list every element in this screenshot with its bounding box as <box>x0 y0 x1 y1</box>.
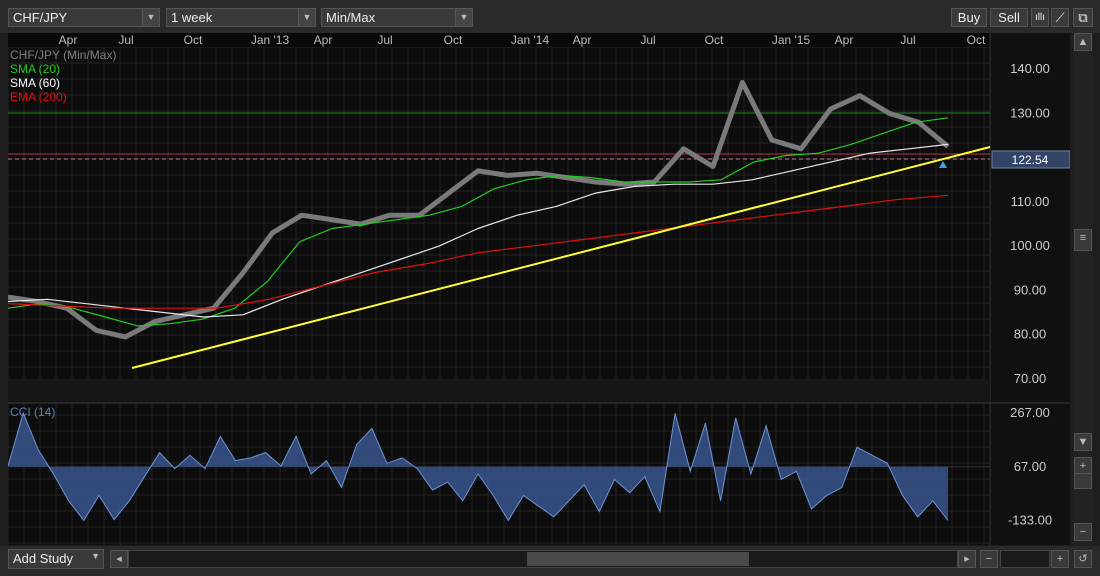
bars-icon: ıllı <box>1035 12 1045 23</box>
chevron-down-icon: ▼ <box>455 9 472 26</box>
time-tick-label: Apr <box>314 33 333 47</box>
time-tick-label: Oct <box>184 33 203 47</box>
draw-line-button[interactable]: ⟋ <box>1051 8 1069 27</box>
grip-icon: ≡ <box>1079 232 1087 244</box>
time-tick-label: Jul <box>377 33 392 47</box>
cci-tick-label: 67.00 <box>1014 459 1047 474</box>
cci-pane <box>7 411 990 522</box>
up-arrow-icon <box>939 161 947 168</box>
time-tick-label: Jul <box>640 33 655 47</box>
time-axis-strip <box>8 33 990 47</box>
line-tool-icon: ⟋ <box>1055 10 1065 25</box>
cci-tick-label: -133.00 <box>1008 512 1052 527</box>
sma20-series <box>7 117 949 327</box>
symbol-value: CHF/JPY <box>13 10 68 25</box>
add-study-label: Add Study <box>13 551 73 566</box>
chevron-down-icon: ▼ <box>298 9 315 26</box>
time-tick-label: Oct <box>705 33 724 47</box>
last-price-value: 122.54 <box>1012 153 1049 167</box>
price-axis-panel <box>990 33 1070 545</box>
scale-dropdown[interactable]: Min/Max ▼ <box>321 8 473 27</box>
price-tick-label: 90.00 <box>1014 282 1047 297</box>
plus-icon: + <box>1079 460 1087 472</box>
trendline <box>131 146 991 369</box>
scroll-right-button[interactable]: ▸ <box>958 550 976 568</box>
popout-button[interactable]: ⧉ <box>1073 8 1093 27</box>
chart-area[interactable]: Apr Jul Oct Jan '13 Apr Jul Oct Jan '14 Apr Jul Oc… <box>7 33 1071 545</box>
refresh-icon: ↺ <box>1078 553 1088 565</box>
time-tick-label: Apr <box>59 33 78 47</box>
zoom-slider[interactable] <box>1074 473 1092 489</box>
price-tick-label: 70.00 <box>1014 371 1047 386</box>
zoom-out-button[interactable]: − <box>1074 523 1092 541</box>
chevron-left-icon: ◂ <box>116 553 122 565</box>
price-tick-label: 80.00 <box>1014 327 1047 342</box>
price-tick-label: 100.00 <box>1010 238 1050 253</box>
legend-sma60: SMA (60) <box>10 76 60 90</box>
time-zoom-slider[interactable] <box>1000 550 1050 568</box>
time-tick-label: Jul <box>900 33 915 47</box>
chevron-up-icon: ▲ <box>1077 36 1089 48</box>
reset-button[interactable]: ↺ <box>1074 550 1092 568</box>
price-series <box>7 79 950 340</box>
time-tick-label: Jan '15 <box>772 33 811 47</box>
sma60-series <box>7 143 949 318</box>
scale-value: Min/Max <box>326 10 376 25</box>
price-tick-label: 110.00 <box>1011 194 1050 209</box>
top-toolbar: CHF/JPY ▼ 1 week ▼ Min/Max ▼ Buy Sell ıl… <box>0 0 1100 33</box>
popout-icon: ⧉ <box>1078 10 1088 25</box>
cci-title: CCI (14) <box>10 405 55 419</box>
time-tick-label: Jan '14 <box>511 33 550 47</box>
cci-axis: 267.00 67.00 -133.00 <box>1008 405 1052 527</box>
cci-area <box>8 413 948 521</box>
chevron-down-icon: ▼ <box>142 9 159 26</box>
minus-icon: − <box>1079 526 1087 538</box>
time-tick-label: Apr <box>573 33 592 47</box>
pane-divider <box>8 379 990 403</box>
bar-style-button[interactable]: ıllı <box>1031 8 1049 27</box>
zoom-out-time-button[interactable]: − <box>980 550 998 568</box>
chevron-down-icon: ▼ <box>1077 436 1089 448</box>
time-tick-label: Oct <box>967 33 986 47</box>
legend-ema200: EMA (200) <box>10 90 67 104</box>
scroll-up-button[interactable]: ▲ <box>1074 33 1092 51</box>
cci-line <box>7 411 949 522</box>
chart-grid <box>7 46 990 545</box>
price-series-layer <box>7 79 950 340</box>
chart-canvas[interactable]: Apr Jul Oct Jan '13 Apr Jul Oct Jan '14 Apr Jul Oc… <box>7 33 1071 545</box>
scroll-down-button[interactable]: ▼ <box>1074 433 1092 451</box>
time-tick-label: Apr <box>835 33 854 47</box>
time-tick-label: Jul <box>118 33 133 47</box>
horizontal-scrollbar[interactable] <box>128 550 958 568</box>
chart-title: CHF/JPY (Min/Max) <box>10 48 116 62</box>
add-study-dropdown[interactable]: Add Study ▼ <box>8 549 104 569</box>
time-tick-label: Oct <box>444 33 463 47</box>
chevron-down-icon: ▼ <box>91 551 100 561</box>
ema200-series <box>7 194 949 309</box>
time-tick-label: Jan '13 <box>251 33 290 47</box>
interval-dropdown[interactable]: 1 week ▼ <box>166 8 316 27</box>
vertical-scrollbar[interactable]: ▲ ≡ ▼ + − <box>1073 33 1093 545</box>
plus-icon: + <box>1056 553 1064 565</box>
buy-button[interactable]: Buy <box>951 8 987 27</box>
scroll-left-button[interactable]: ◂ <box>110 550 128 568</box>
price-tick-label: 140.00 <box>1010 61 1050 76</box>
minus-icon: − <box>985 553 993 565</box>
cci-tick-label: 267.00 <box>1010 405 1050 420</box>
price-tick-label: 130.00 <box>1010 105 1050 120</box>
horizontal-scroll-thumb[interactable] <box>527 552 749 566</box>
symbol-dropdown[interactable]: CHF/JPY ▼ <box>8 8 160 27</box>
scroll-thumb[interactable]: ≡ <box>1074 229 1092 251</box>
sell-button[interactable]: Sell <box>990 8 1028 27</box>
zoom-in-time-button[interactable]: + <box>1051 550 1069 568</box>
legend-sma20: SMA (20) <box>10 62 60 76</box>
chevron-right-icon: ▸ <box>964 553 970 565</box>
interval-value: 1 week <box>171 10 213 25</box>
time-axis: Apr Jul Oct Jan '13 Apr Jul Oct Jan '14 Apr Jul Oc… <box>59 33 986 47</box>
